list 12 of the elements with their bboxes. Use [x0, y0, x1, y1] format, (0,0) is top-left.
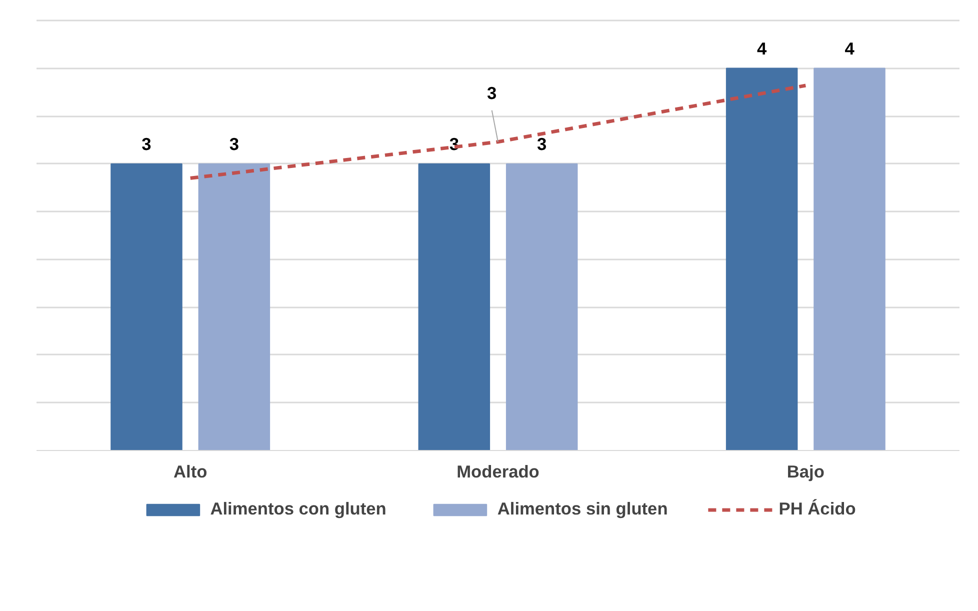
- legend-label: Alimentos sin gluten: [497, 498, 668, 520]
- data-label: 3: [487, 82, 498, 103]
- x-tick-label: Bajo: [786, 462, 824, 482]
- data-label: 3: [142, 134, 152, 154]
- x-tick-label: Alto: [173, 462, 208, 482]
- legend-label: PH Ácido: [778, 498, 856, 520]
- x-tick-label: Moderado: [456, 462, 540, 482]
- data-label: 3: [229, 134, 240, 154]
- data-label: 4: [757, 38, 768, 58]
- legend-label: Alimentos con gluten: [210, 498, 386, 520]
- data-label: 3: [537, 134, 548, 154]
- data-label: 4: [844, 38, 855, 58]
